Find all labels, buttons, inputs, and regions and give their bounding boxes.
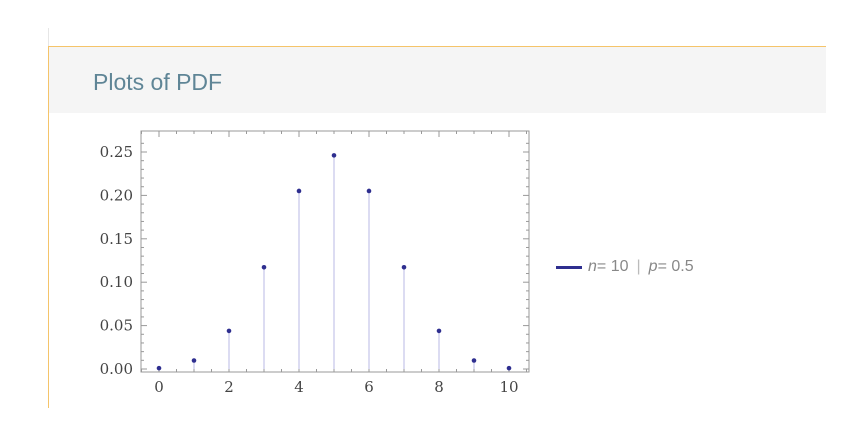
stems <box>158 155 510 369</box>
legend: n = 10 | p = 0.5 <box>556 258 694 276</box>
data-point <box>401 264 407 270</box>
points <box>156 153 512 371</box>
plot-frame <box>140 130 530 373</box>
x-tick-label: 8 <box>434 378 444 396</box>
y-tick-label: 0.15 <box>100 230 133 248</box>
data-point <box>261 264 267 270</box>
data-point <box>471 358 477 363</box>
legend-n-eq: = 10 <box>596 258 629 275</box>
panel-header: Plots of PDF <box>49 47 826 113</box>
data-point <box>191 358 197 363</box>
y-tick-label: 0.20 <box>100 186 133 204</box>
y-tick-label: 0.05 <box>100 317 133 335</box>
legend-p-eq: = 0.5 <box>657 258 694 275</box>
tick-labels: 0.00 0.05 0.10 0.15 0.20 0.25 0 2 4 6 8 10 <box>100 143 519 396</box>
data-point <box>226 328 232 334</box>
page-title: Plots of PDF <box>93 69 223 95</box>
legend-n-var: n <box>588 258 597 275</box>
left-rule <box>48 28 49 46</box>
x-tick-label: 10 <box>499 378 518 396</box>
y-tick-label: 0.10 <box>100 273 133 291</box>
x-tick-label: 6 <box>364 378 374 396</box>
data-point <box>331 153 337 158</box>
data-point <box>156 365 162 371</box>
legend-separator: | <box>636 258 641 275</box>
y-tick-label: 0.00 <box>100 360 133 378</box>
x-tick-label: 4 <box>294 378 304 396</box>
legend-p-var: p <box>648 258 658 275</box>
data-point <box>506 365 512 371</box>
data-point <box>296 188 302 194</box>
x-tick-label: 2 <box>224 378 234 396</box>
tick-marks <box>141 131 529 372</box>
legend-swatch <box>556 265 582 269</box>
data-point <box>366 188 372 194</box>
y-tick-label: 0.25 <box>100 143 133 161</box>
data-point <box>436 328 442 334</box>
x-tick-label: 0 <box>154 378 164 396</box>
pdf-plot-panel: Plots of PDF <box>48 46 826 408</box>
